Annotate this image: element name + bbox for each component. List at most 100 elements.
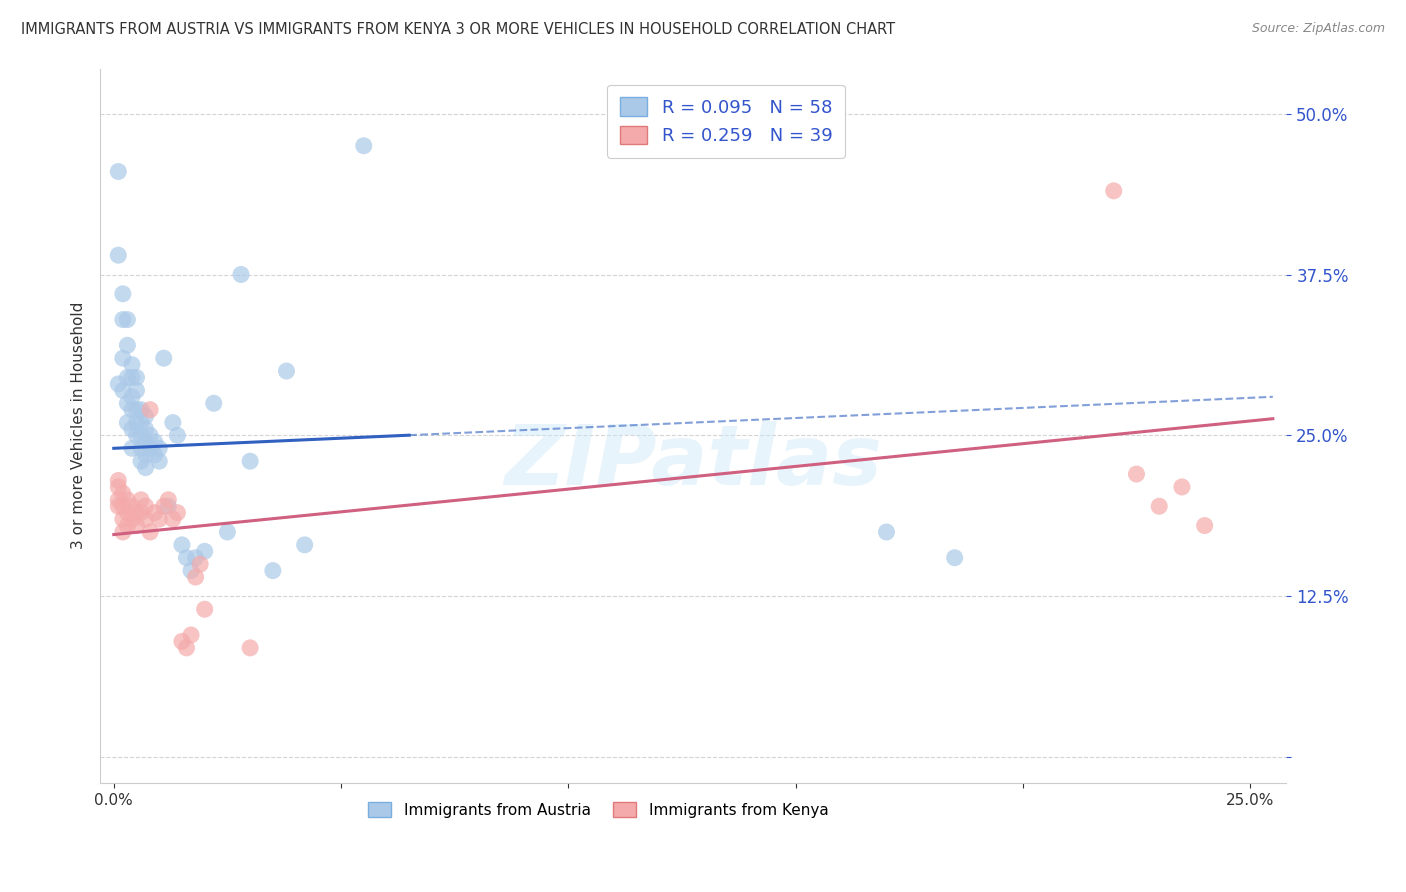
Point <box>135 460 157 475</box>
Point <box>139 402 162 417</box>
Point <box>111 500 134 514</box>
Point <box>184 570 207 584</box>
Point <box>121 370 143 384</box>
Point <box>125 402 148 417</box>
Point <box>125 428 148 442</box>
Point <box>107 164 129 178</box>
Point <box>148 454 170 468</box>
Point <box>107 474 129 488</box>
Text: IMMIGRANTS FROM AUSTRIA VS IMMIGRANTS FROM KENYA 3 OR MORE VEHICLES IN HOUSEHOLD: IMMIGRANTS FROM AUSTRIA VS IMMIGRANTS FR… <box>21 22 896 37</box>
Y-axis label: 3 or more Vehicles in Household: 3 or more Vehicles in Household <box>72 302 86 549</box>
Point <box>129 492 152 507</box>
Point <box>117 396 139 410</box>
Point <box>1125 467 1147 481</box>
Point <box>143 434 166 449</box>
Point <box>121 442 143 456</box>
Point <box>121 500 143 514</box>
Point <box>125 416 148 430</box>
Point <box>129 442 152 456</box>
Point <box>170 538 193 552</box>
Point <box>121 402 143 417</box>
Point <box>117 338 139 352</box>
Point <box>129 428 152 442</box>
Point <box>239 640 262 655</box>
Point <box>1194 518 1216 533</box>
Point <box>152 351 174 366</box>
Point <box>162 416 184 430</box>
Point <box>125 384 148 398</box>
Point <box>188 557 211 571</box>
Point <box>194 544 217 558</box>
Point <box>135 448 157 462</box>
Point <box>129 416 152 430</box>
Point <box>353 138 375 153</box>
Point <box>111 351 134 366</box>
Text: ZIPatlas: ZIPatlas <box>505 421 882 502</box>
Point <box>139 428 162 442</box>
Point <box>135 434 157 449</box>
Point <box>157 500 180 514</box>
Point <box>107 480 129 494</box>
Point <box>1102 184 1125 198</box>
Point <box>117 506 139 520</box>
Point <box>157 492 180 507</box>
Point <box>148 442 170 456</box>
Point <box>129 506 152 520</box>
Point <box>276 364 298 378</box>
Point <box>143 448 166 462</box>
Point <box>129 454 152 468</box>
Point <box>262 564 284 578</box>
Point <box>117 492 139 507</box>
Point <box>121 358 143 372</box>
Point <box>217 524 239 539</box>
Point <box>107 500 129 514</box>
Point <box>180 628 202 642</box>
Point <box>170 634 193 648</box>
Point <box>294 538 316 552</box>
Point <box>180 564 202 578</box>
Point <box>135 409 157 424</box>
Point <box>135 512 157 526</box>
Point <box>117 518 139 533</box>
Point <box>152 500 174 514</box>
Point <box>125 518 148 533</box>
Point <box>107 492 129 507</box>
Text: Source: ZipAtlas.com: Source: ZipAtlas.com <box>1251 22 1385 36</box>
Point <box>121 390 143 404</box>
Point <box>176 550 198 565</box>
Point <box>111 486 134 500</box>
Point <box>107 248 129 262</box>
Point <box>121 512 143 526</box>
Legend: Immigrants from Austria, Immigrants from Kenya: Immigrants from Austria, Immigrants from… <box>361 794 837 825</box>
Point <box>176 640 198 655</box>
Point <box>184 550 207 565</box>
Point <box>139 524 162 539</box>
Point <box>111 512 134 526</box>
Point <box>162 512 184 526</box>
Point <box>107 376 129 391</box>
Point <box>202 396 225 410</box>
Point <box>111 312 134 326</box>
Point <box>875 524 897 539</box>
Point <box>117 416 139 430</box>
Point <box>111 524 134 539</box>
Point <box>121 422 143 436</box>
Point <box>125 506 148 520</box>
Point <box>135 500 157 514</box>
Point <box>1171 480 1194 494</box>
Point <box>194 602 217 616</box>
Point <box>1147 500 1170 514</box>
Point <box>166 506 188 520</box>
Point <box>229 268 252 282</box>
Point <box>148 512 170 526</box>
Point <box>117 312 139 326</box>
Point <box>166 428 188 442</box>
Point <box>239 454 262 468</box>
Point <box>139 442 162 456</box>
Point <box>125 370 148 384</box>
Point <box>117 370 139 384</box>
Point <box>129 402 152 417</box>
Point <box>111 384 134 398</box>
Point <box>135 422 157 436</box>
Point <box>143 506 166 520</box>
